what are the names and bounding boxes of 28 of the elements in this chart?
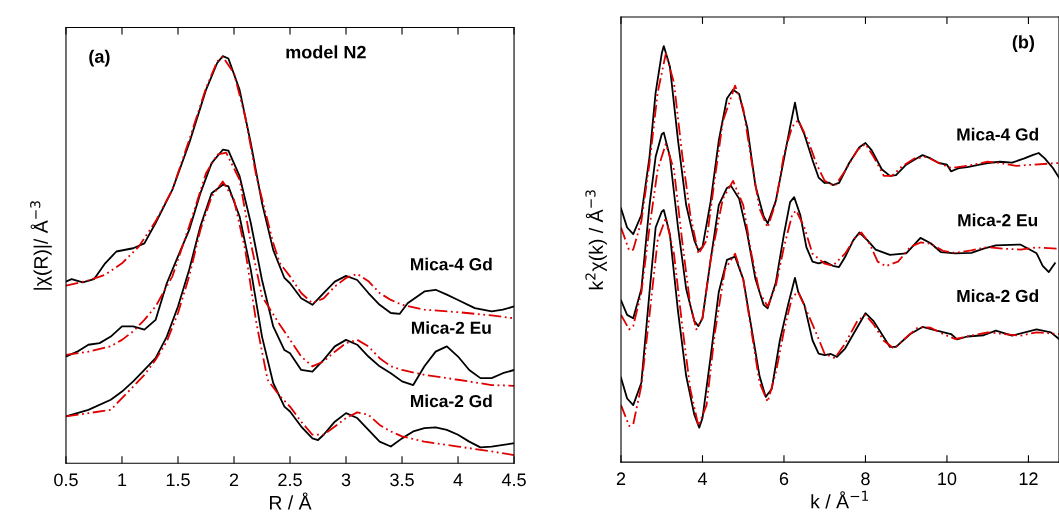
x-tick-label: 1.5	[166, 473, 190, 487]
chart-subtitle: model N2	[286, 45, 366, 59]
x-tick-label: 10	[938, 472, 957, 486]
x-tick-label: 4	[697, 472, 707, 485]
x-tick-label: 4	[453, 473, 463, 487]
y-axis-title: |χ(R)|/ Å$^{−3}$	[30, 201, 52, 290]
x-tick-label: 2.5	[278, 473, 302, 487]
annotation: Mica-2 Gd	[957, 289, 1039, 303]
x-tick-label: 12	[1019, 472, 1038, 485]
x-tick-label: 2	[229, 473, 239, 487]
x-tick-label: 3.5	[390, 473, 414, 487]
x-tick-label: 3	[341, 473, 351, 487]
x-tick-label: 6	[779, 472, 789, 486]
x-axis-title: R / Å	[269, 492, 312, 510]
annotation: Mica-4 Gd	[957, 127, 1039, 141]
chart-title: (b)	[1012, 35, 1035, 53]
annotation: Mica-2 Gd	[410, 394, 492, 408]
x-tick-label: 8	[861, 472, 870, 486]
x-tick-label: 2	[616, 472, 626, 485]
annotation: Mica-2 Eu	[411, 321, 491, 334]
chart-title: (a)	[89, 49, 110, 67]
annotation: Mica-4 Gd	[410, 257, 492, 271]
x-tick-label: 4.5	[501, 473, 526, 487]
x-tick-label: 0.5	[54, 473, 78, 487]
x-axis-title: k / Å$^{−1}$	[811, 490, 869, 509]
annotation: Mica-2 Eu	[958, 213, 1038, 227]
y-axis-title: k$^{2}$χ(k) / Å$^{−3}$	[585, 190, 607, 290]
x-tick-label: 1	[118, 473, 127, 487]
